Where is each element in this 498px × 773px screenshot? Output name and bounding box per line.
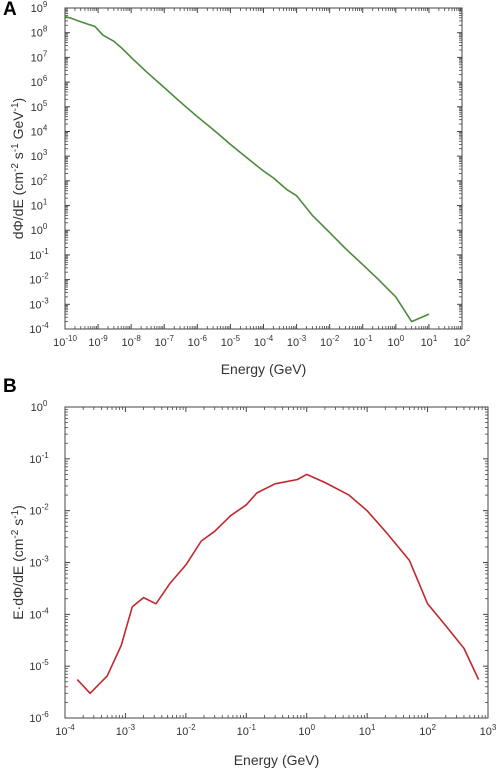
panel-b-x-tick-label: 100 [298,723,315,738]
panel-a-series-line [64,15,430,323]
panel-a-x-tick-label: 10-10 [53,334,77,349]
panel-a-y-tick-label: 108 [31,25,48,40]
panel-b-y-tick-label: 100 [31,399,48,414]
panel-a-x-tick-label: 10-4 [254,334,274,349]
panel-b-series-line [76,473,480,695]
panel-b-y-tick-label: 10-3 [29,555,49,570]
panel-a-x-axis-title: Energy (GeV) [221,361,307,377]
panel-b-letter: B [3,376,17,397]
panel-a-y-tick-label: 103 [31,148,48,163]
panel-b-y-tick-label: 10-2 [29,503,49,518]
panel-a-x-tick-label: 102 [454,334,471,349]
panel-a-y-tick-label: 105 [31,99,48,114]
panel-a-x-tick-label: 10-1 [353,334,373,349]
panel-b-y-tick-label: 10-1 [29,451,49,466]
panel-b-x-tick-label: 103 [480,723,497,738]
panel-a-x-tick-label: 10-7 [155,334,175,349]
panel-b-x-tick-label: 101 [359,723,376,738]
panel-b-y-tick-label: 10-6 [29,710,49,725]
chart-panel-a: A 10-10 10-9 10-8 10-7 10-6 10-5 10-4 10-3 10-2 1… [3,0,471,377]
panel-b-x-tick-label: 10-4 [55,723,75,738]
panel-a-x-tick-label: 10-6 [188,334,208,349]
panel-b-x-tick-label: 10-3 [116,723,136,738]
panel-a-y-tick-label: 104 [31,123,48,138]
panel-a-y-tick-label: 100 [31,222,48,237]
panel-a-y-tick-label: 10-3 [29,296,49,311]
panel-a-y-tick-label: 106 [31,74,48,89]
panel-b-y-tick-label: 10-5 [29,658,49,673]
panel-a-x-tick-label: 10-2 [320,334,340,349]
panel-b-y-axis-title: E·dΦ/dE (cm-2 s-1) [10,505,26,620]
chart-panel-b: B 10-4 10-3 10-2 10-1 100 101 102 103 10-6 10-5 10… [3,376,497,768]
panel-a-y-tick-label: 109 [31,0,48,15]
panel-a-x-tick-label: 10-3 [287,334,307,349]
panel-b-x-tick-label: 10-2 [176,723,196,738]
panel-a-y-tick-label: 107 [31,49,48,64]
panel-a-x-tick-label: 10-9 [88,334,108,349]
panel-b-x-tick-label: 10-1 [237,723,257,738]
panel-b-plot-frame [64,406,489,719]
panel-b-y-tick-label: 10-4 [29,606,49,621]
panel-a-y-tick-label: 10-2 [29,272,49,287]
panel-a-y-tick-label: 10-1 [29,247,49,262]
panel-a-y-tick-label: 101 [31,198,48,213]
panel-a-y-axis-title: dΦ/dE (cm-2 s-1 GeV-1) [10,98,26,239]
panel-a-y-tick-label: 10-4 [29,321,49,336]
panel-a-x-tick-label: 10-8 [121,334,141,349]
panel-a-x-tick-label: 10-5 [221,334,241,349]
panel-a-y-tick-label: 102 [31,173,48,188]
panel-a-letter: A [3,0,17,20]
panel-b-x-tick-label: 102 [419,723,436,738]
panel-a-plot-frame [64,7,463,330]
panel-b-x-axis-title: Energy (GeV) [234,752,320,768]
panel-a-x-tick-label: 101 [421,334,438,349]
panel-a-x-tick-label: 100 [387,334,404,349]
